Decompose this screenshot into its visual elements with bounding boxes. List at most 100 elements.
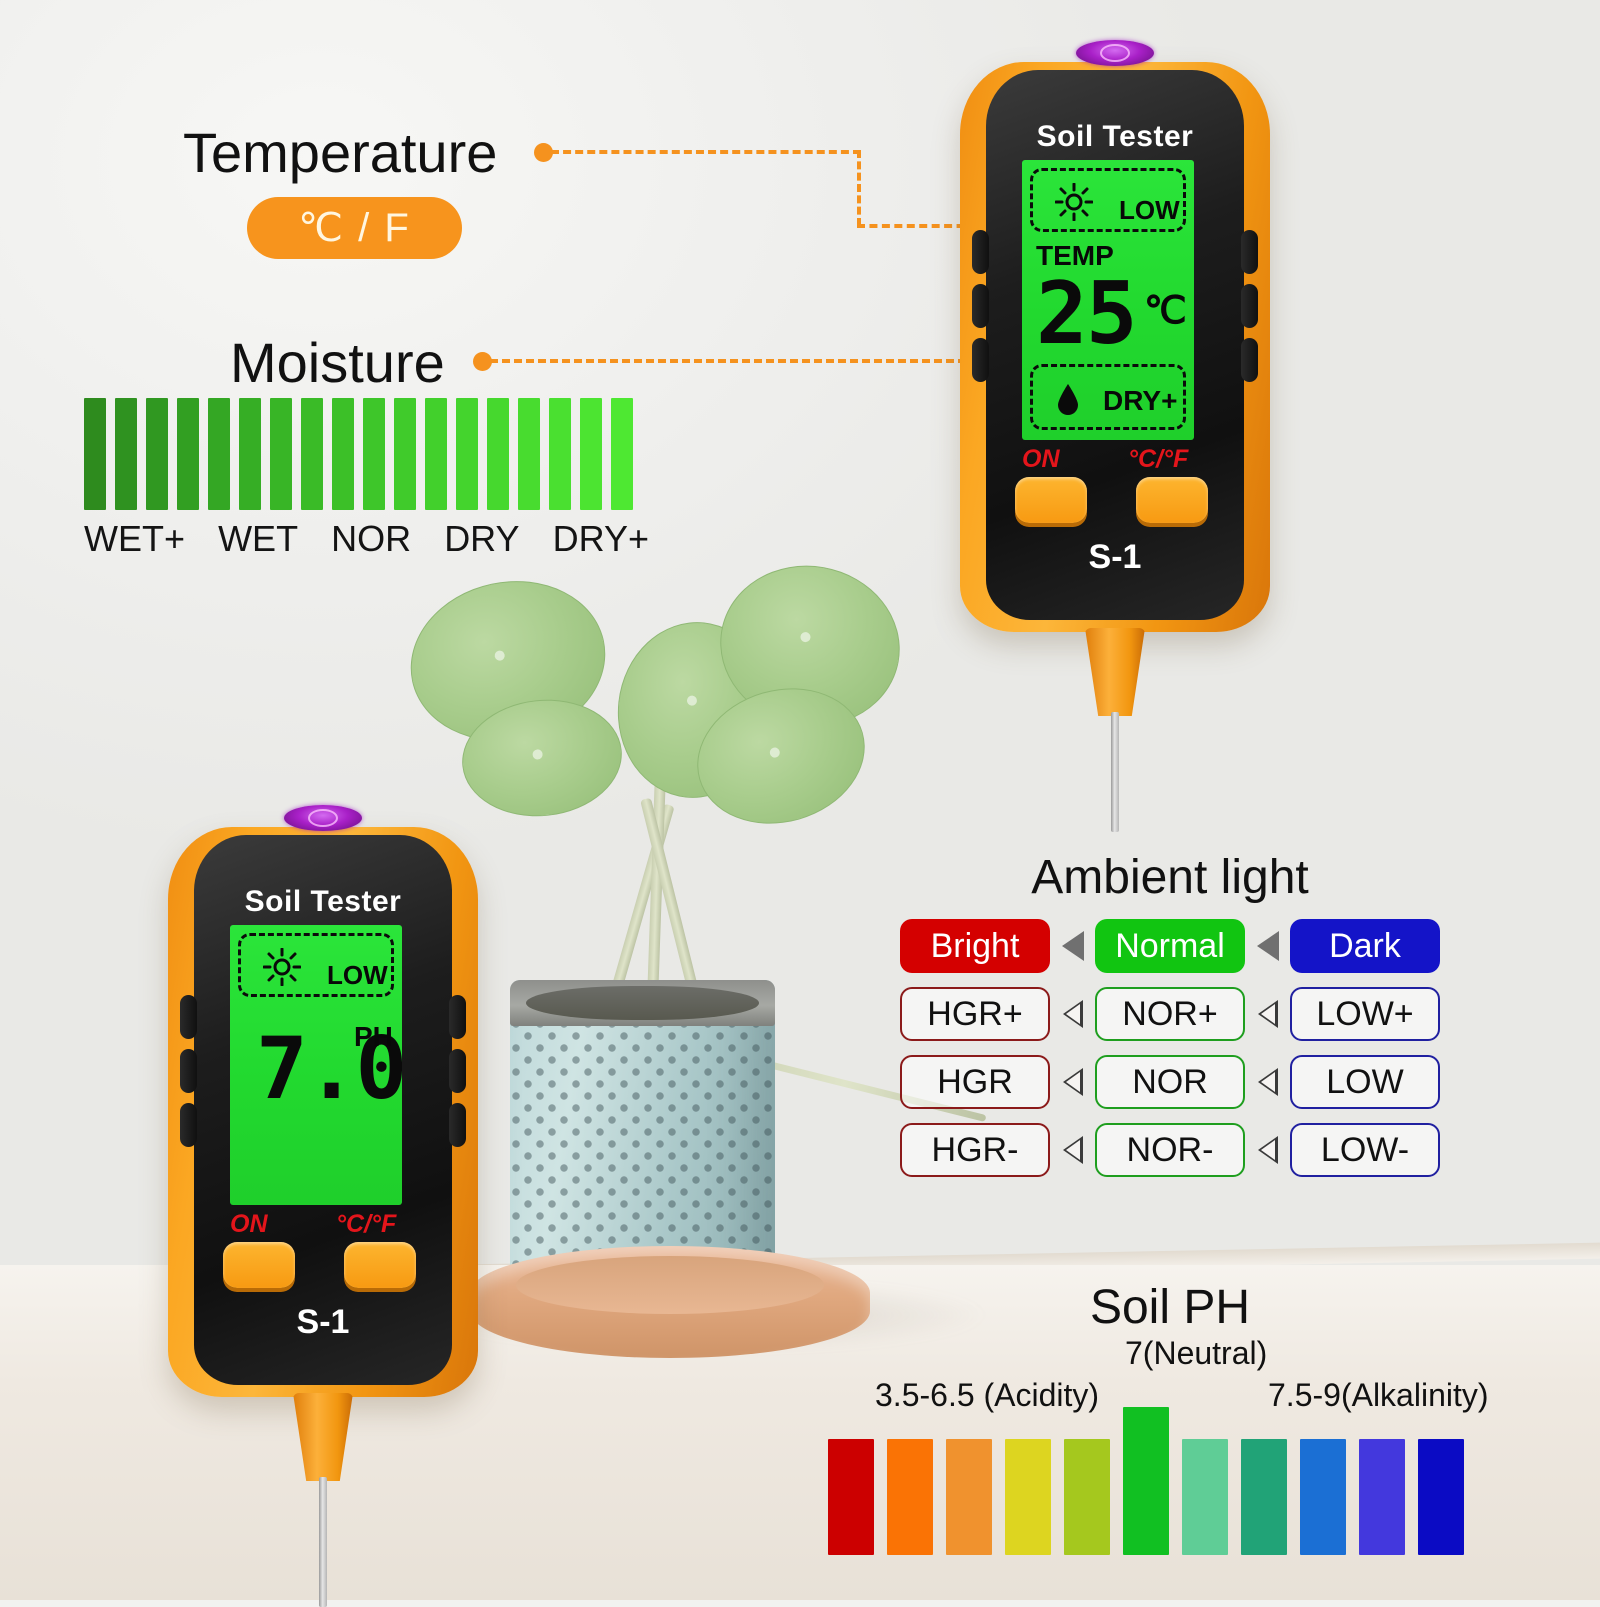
arrow-left-outline-icon <box>1062 1000 1083 1028</box>
terracotta-saucer <box>470 1246 870 1358</box>
temperature-leader-line-vertical <box>857 150 861 226</box>
ph-alkalinity-label: 7.5-9(Alkalinity) <box>1268 1377 1489 1413</box>
moisture-scale-label: WET <box>218 518 299 559</box>
soil-tester-device-bottom[interactable]: Soil Tester LOW 7.0 PH ON °C/°F <box>168 805 478 1607</box>
ambient-light-title: Ambient light <box>1031 851 1309 904</box>
moisture-bar <box>301 398 323 510</box>
probe-cone <box>1085 628 1145 716</box>
unit-toggle-button[interactable] <box>344 1242 416 1288</box>
ambient-cell-nor: NOR- <box>1095 1123 1245 1177</box>
arrow-left-icon <box>1061 931 1084 961</box>
temperature-label: Temperature <box>183 121 498 184</box>
moisture-bar <box>549 398 571 510</box>
moisture-leader-line <box>490 359 978 363</box>
moisture-scale-label: DRY <box>444 518 520 559</box>
moisture-bar <box>239 398 261 510</box>
moisture-bar <box>425 398 447 510</box>
device-grip <box>180 1049 197 1093</box>
moisture-bar <box>270 398 292 510</box>
lcd-light-box: LOW <box>238 933 394 997</box>
moisture-bar <box>518 398 540 510</box>
ambient-cell-low: LOW <box>1290 1055 1440 1109</box>
device-grip <box>180 1103 197 1147</box>
lcd-moisture-box: DRY+ <box>1030 364 1186 430</box>
lcd-light-box: LOW <box>1030 168 1186 232</box>
ph-color-bar <box>828 1439 874 1555</box>
probe-pin <box>319 1477 327 1607</box>
device-grip <box>1241 230 1258 274</box>
soil-ph-annotations: 3.5-6.5 (Acidity) 7(Neutral) 7.5-9(Alkal… <box>820 1335 1520 1413</box>
lcd-temperature-unit: ℃ <box>1144 290 1187 332</box>
ambient-light-table: Bright Normal Dark HGR+ NOR+ LOW+ HGR NOR LOW HGR… <box>900 919 1440 1177</box>
lcd-screen: LOW TEMP 25 ℃ DRY+ <box>1022 160 1194 440</box>
sun-icon <box>1055 183 1093 221</box>
unit-toggle-button-label: °C/°F <box>1128 445 1189 473</box>
lcd-ph-unit: PH <box>354 1021 393 1052</box>
ph-acidity-label: 3.5-6.5 (Acidity) <box>875 1377 1100 1413</box>
moisture-scale-labels: WET+ WET NOR DRY DRY+ <box>84 518 649 560</box>
ambient-cell-low: LOW+ <box>1290 987 1440 1041</box>
light-sensor-icon <box>1076 40 1154 66</box>
soil-ph-section: Soil PH 3.5-6.5 (Acidity) 7(Neutral) 7.5… <box>820 1280 1520 1555</box>
soil-ph-title: Soil PH <box>1089 1281 1251 1334</box>
pot-rim <box>510 980 775 1026</box>
pot-soil <box>526 986 759 1020</box>
device-grip <box>972 284 989 328</box>
arrow-left-outline-icon <box>1062 1136 1083 1164</box>
device-grip <box>1241 284 1258 328</box>
soil-tester-device-top[interactable]: Soil Tester LOW TEMP 25 ℃ <box>960 40 1270 832</box>
ph-color-bar <box>1182 1439 1228 1555</box>
ph-color-bar <box>1359 1439 1405 1555</box>
sun-icon <box>263 948 301 986</box>
moisture-leader-dot <box>473 352 492 371</box>
ambient-pill-dark: Dark <box>1290 919 1440 973</box>
ambient-light-row: HGR NOR LOW <box>900 1055 1440 1109</box>
device-title: Soil Tester <box>244 885 402 918</box>
moisture-bar <box>115 398 137 510</box>
moisture-scale-label: NOR <box>331 518 412 559</box>
probe-pin <box>1111 712 1119 832</box>
ph-color-bar <box>1241 1439 1287 1555</box>
ambient-cell-nor: NOR <box>1095 1055 1245 1109</box>
lcd-screen: LOW 7.0 PH <box>230 925 402 1205</box>
ambient-pill-bright: Bright <box>900 919 1050 973</box>
ph-color-bar <box>1300 1439 1346 1555</box>
device-grip <box>1241 338 1258 382</box>
moisture-scale-label: WET+ <box>84 518 186 559</box>
ambient-light-row: HGR+ NOR+ LOW+ <box>900 987 1440 1041</box>
moisture-bar <box>363 398 385 510</box>
ph-color-bar <box>946 1439 992 1555</box>
light-sensor-icon <box>284 805 362 831</box>
ph-color-bar <box>1123 1407 1169 1555</box>
arrow-left-outline-icon <box>1062 1068 1083 1096</box>
unit-toggle-button[interactable] <box>1136 477 1208 523</box>
moisture-bar <box>208 398 230 510</box>
moisture-bar <box>146 398 168 510</box>
power-button-label: ON <box>230 1210 268 1238</box>
ph-color-bar <box>1418 1439 1464 1555</box>
device-title: Soil Tester <box>1036 120 1194 153</box>
device-model: S-1 <box>1088 538 1142 576</box>
ambient-light-section: Ambient light Bright Normal Dark HGR+ NOR+ LO… <box>900 850 1440 1191</box>
pot-honeycomb-texture <box>510 1018 775 1290</box>
moisture-bar <box>84 398 106 510</box>
device-grip <box>449 1049 466 1093</box>
ambient-cell-hgr: HGR <box>900 1055 1050 1109</box>
power-button[interactable] <box>223 1242 295 1288</box>
moisture-bar <box>580 398 602 510</box>
device-grip <box>972 230 989 274</box>
lcd-moisture-value: DRY+ <box>1103 385 1178 416</box>
power-button[interactable] <box>1015 477 1087 523</box>
temperature-leader-dot <box>534 143 553 162</box>
device-grip <box>449 1103 466 1147</box>
ambient-cell-hgr: HGR- <box>900 1123 1050 1177</box>
device-grip <box>972 338 989 382</box>
moisture-bar <box>456 398 478 510</box>
ambient-cell-nor: NOR+ <box>1095 987 1245 1041</box>
moisture-bar <box>487 398 509 510</box>
ambient-pill-normal: Normal <box>1095 919 1245 973</box>
lcd-light-value: LOW <box>327 960 388 990</box>
temperature-leader-line <box>551 150 861 154</box>
moisture-bar <box>332 398 354 510</box>
moisture-scale-label: DRY+ <box>552 518 649 559</box>
